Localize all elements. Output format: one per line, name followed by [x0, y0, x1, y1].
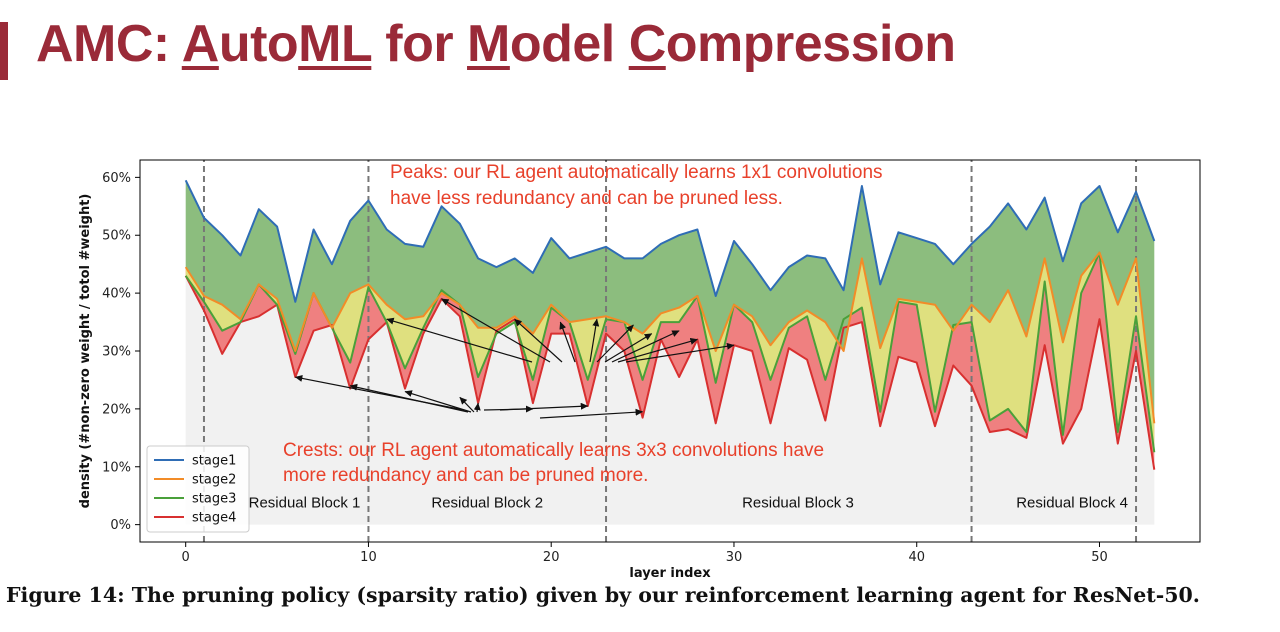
annotation-arrow — [596, 324, 634, 363]
y-tick-label: 10% — [102, 460, 131, 475]
block-label-4: Residual Block 4 — [1016, 494, 1128, 511]
annotation-text: more redundancy and can be pruned more. — [283, 465, 648, 486]
annotation-text: Crests: our RL agent automatically learn… — [283, 440, 824, 461]
series-line-stage4 — [184, 275, 1156, 470]
series-line-stage3 — [184, 251, 1156, 453]
annotation-arrows — [294, 298, 735, 419]
chart-texts: Residual Block 1 Residual Block 2 Residual… — [249, 162, 1128, 511]
annotation-arrow — [404, 390, 472, 413]
block-label-2: Residual Block 2 — [431, 494, 543, 511]
series-line-stage2 — [184, 251, 1156, 424]
x-tick-label: 40 — [908, 550, 925, 565]
annotation-arrow — [499, 402, 589, 411]
y-tick-label: 0% — [110, 518, 131, 533]
block-label-3: Residual Block 3 — [742, 494, 854, 511]
x-tick-label: 50 — [1091, 550, 1108, 565]
annotation-arrow — [349, 383, 469, 413]
slide-title: AMC: AutoML for Model Compression — [36, 15, 956, 73]
y-axis-label: density (#non-zero weight / totol #weigh… — [78, 194, 93, 509]
y-tick-label: 30% — [102, 345, 131, 360]
annotation-arrow — [386, 317, 533, 363]
title-accent-bar — [0, 22, 8, 80]
y-tick-label: 40% — [102, 287, 131, 302]
annotation-arrow — [559, 321, 576, 363]
legend: stage1 stage2 stage3 stage4 — [146, 445, 250, 533]
x-tick-label: 30 — [726, 550, 743, 565]
annotation-arrow — [604, 333, 653, 363]
annotation-arrow — [459, 396, 475, 413]
annotation-arrow — [473, 402, 481, 413]
annotation-text: have less redundancy and can be pruned l… — [390, 188, 783, 209]
annotation-arrow — [441, 298, 551, 363]
annotation-arrow — [617, 337, 698, 363]
annotation-arrow — [589, 318, 600, 363]
axes: 0 10 20 30 40 50 0% 10% 20% 30% 40% 50% 60% layer ind… — [78, 159, 1201, 581]
y-tick-label: 20% — [102, 402, 131, 417]
legend-label-stage1: stage1 — [192, 454, 236, 469]
annotation-arrow — [514, 318, 563, 363]
figure-caption: Figure 14: The pruning policy (sparsity … — [6, 583, 1200, 607]
x-axis-label: layer index — [629, 566, 711, 581]
area-fills — [185, 180, 1155, 525]
legend-label-stage2: stage2 — [192, 473, 236, 488]
series-line-stage1 — [184, 179, 1156, 303]
legend-label-stage4: stage4 — [192, 511, 236, 526]
annotation-text: Peaks: our RL agent automatically learns… — [390, 162, 883, 183]
area-fill-stage4 — [185, 252, 1155, 470]
x-tick-label: 10 — [360, 550, 377, 565]
pruning-policy-chart: 0 10 20 30 40 50 0% 10% 20% 30% 40% 50% 60% layer ind… — [78, 159, 1201, 581]
x-tick-label: 0 — [182, 550, 190, 565]
y-tick-label: 50% — [102, 229, 131, 244]
legend-label-stage3: stage3 — [192, 492, 236, 507]
annotation-arrow — [625, 342, 735, 363]
legend-box — [146, 445, 250, 533]
y-tick-label: 60% — [102, 171, 131, 186]
x-tick-label: 20 — [543, 550, 560, 565]
annotation-arrow — [611, 330, 680, 363]
block-label-1: Residual Block 1 — [249, 494, 361, 511]
area-fill-stage2 — [185, 252, 1155, 453]
area-fill-base — [185, 275, 1155, 525]
series-lines — [184, 179, 1156, 470]
area-fill-stage1 — [185, 180, 1155, 424]
annotation-arrow — [539, 408, 644, 419]
